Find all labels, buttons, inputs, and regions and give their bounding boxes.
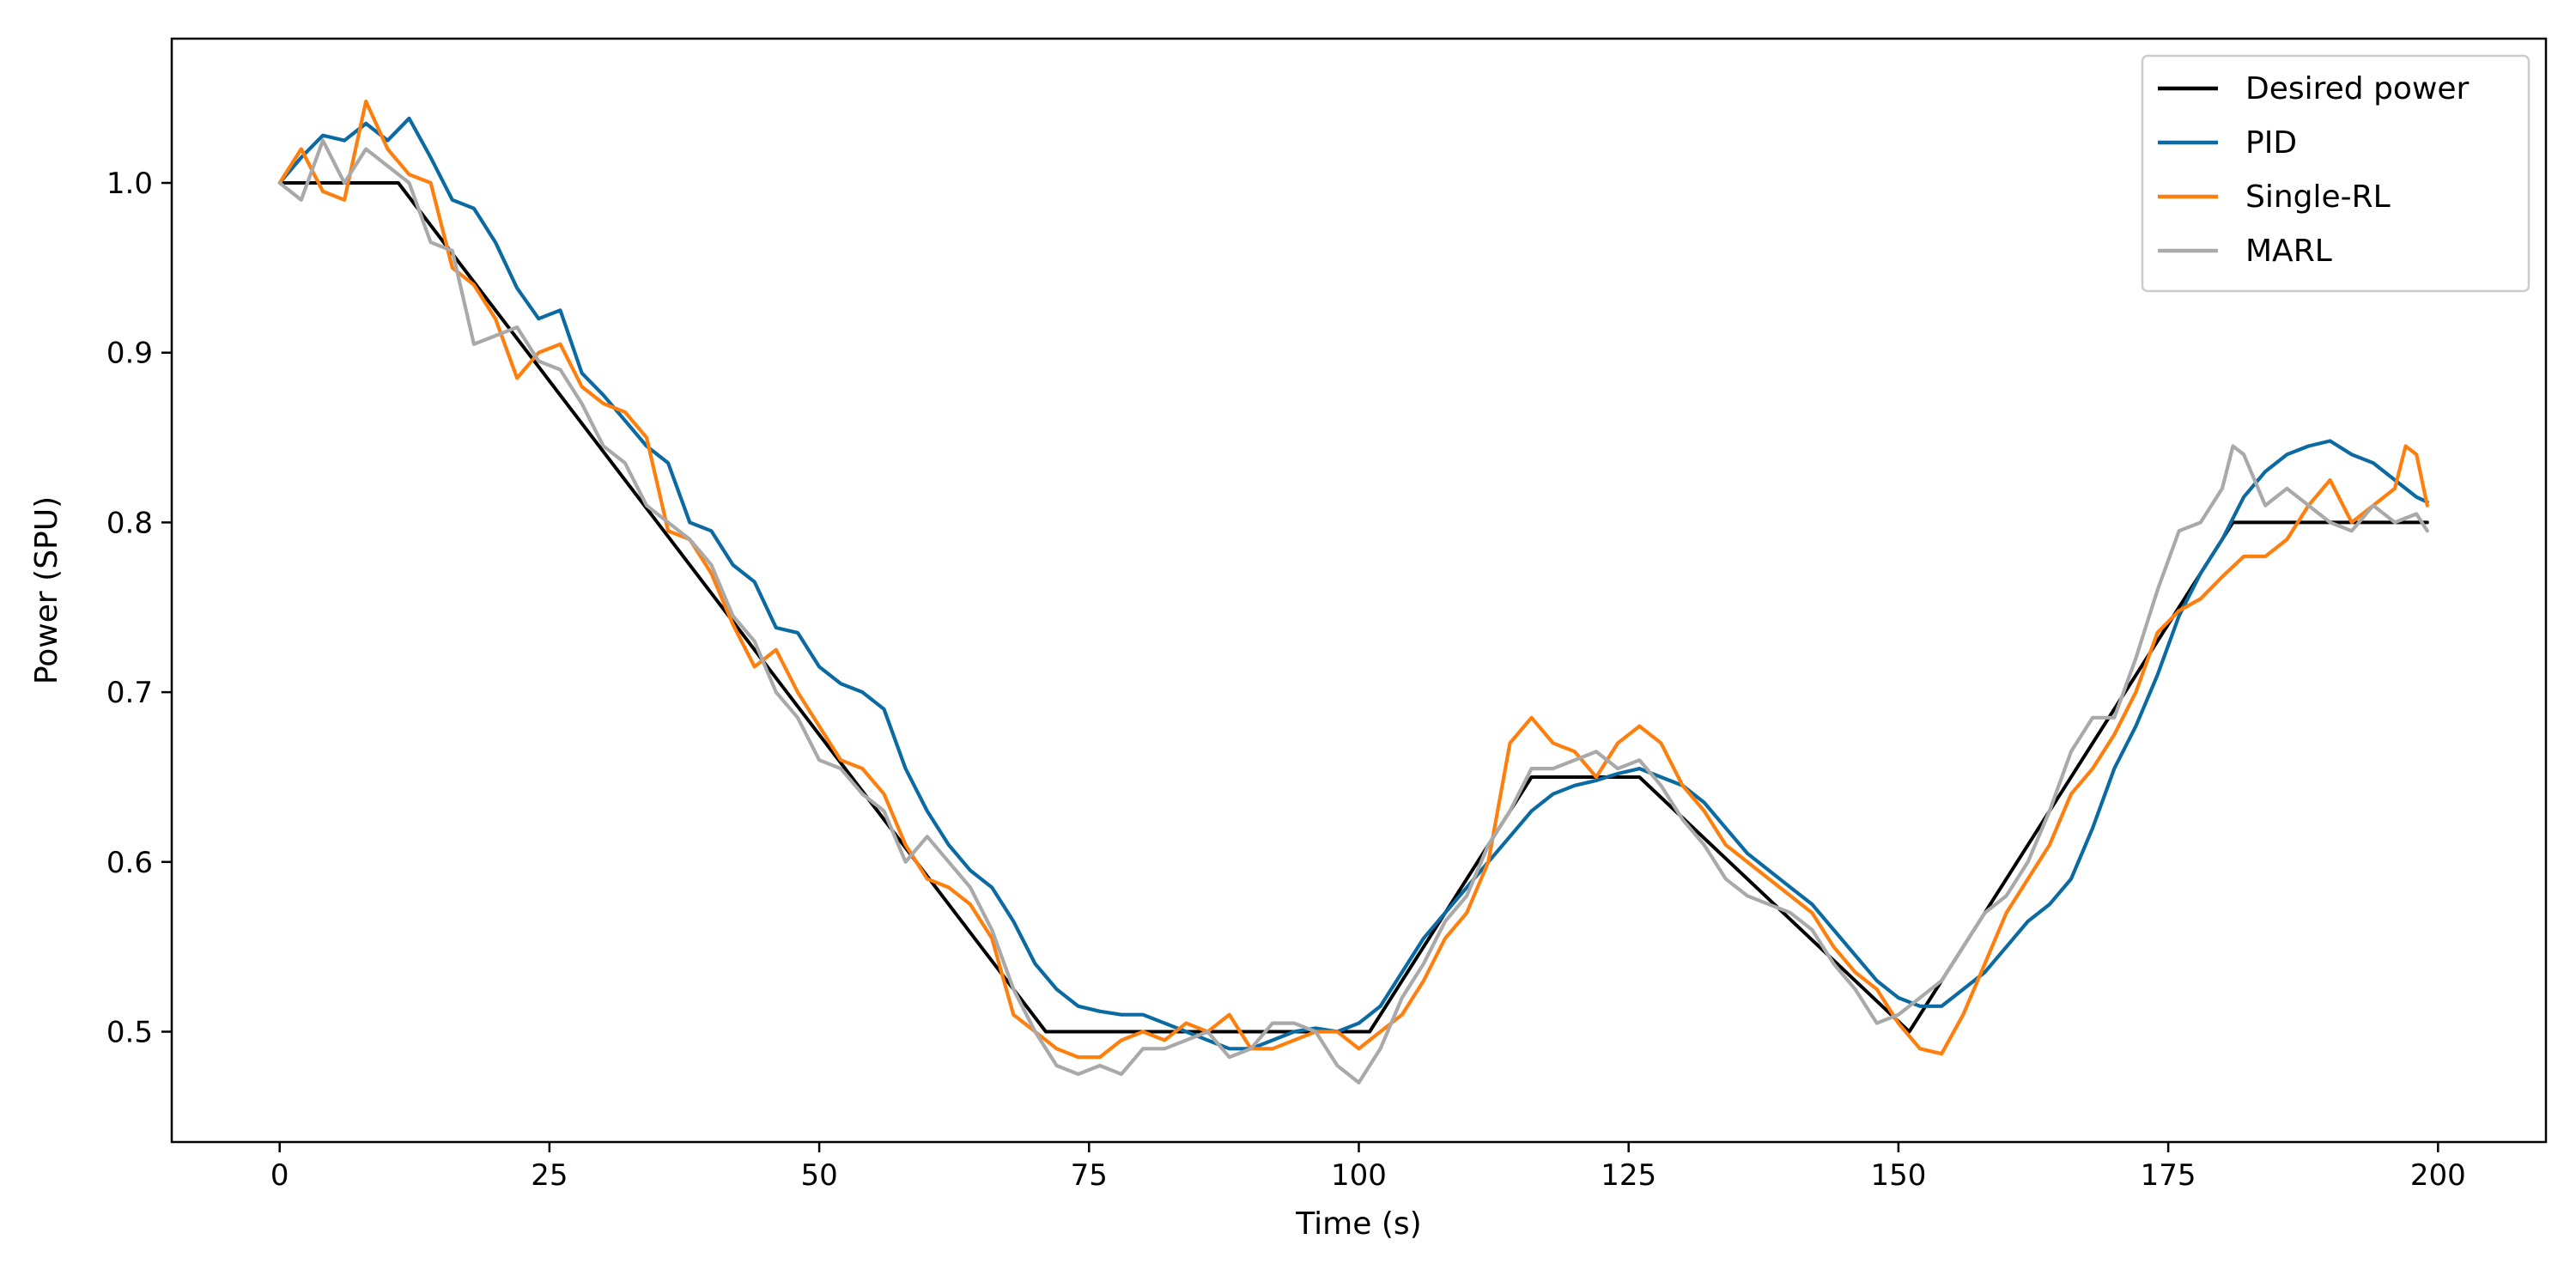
series-line-pid	[277, 116, 2429, 1051]
axis-ticks: 0 25 50 75 100 125 150 175 200 0.5 0.6 0.7 0.8 0.9 1.0	[106, 167, 2466, 1193]
x-tick-label: 200	[2410, 1158, 2466, 1193]
y-tick-label: 0.9	[106, 337, 153, 371]
x-tick-label: 125	[1601, 1158, 1656, 1193]
x-tick-label: 175	[2141, 1158, 2196, 1193]
legend-box	[2141, 54, 2530, 293]
y-axis-label: Power (SPU)	[29, 496, 64, 684]
series-layer	[277, 99, 2429, 1084]
y-tick-label: 0.8	[106, 506, 153, 540]
y-tick-label: 1.0	[106, 167, 153, 201]
series-line-marl	[277, 138, 2429, 1084]
x-tick-label: 0	[270, 1158, 289, 1193]
x-tick-label: 25	[531, 1158, 568, 1193]
x-tick-label: 50	[800, 1158, 837, 1193]
y-tick-label: 0.6	[106, 846, 153, 880]
x-tick-label: 150	[1870, 1158, 1926, 1193]
legend-label-pid: PID	[2245, 125, 2297, 161]
legend: Desired power PID Single-RL MARL	[2141, 54, 2530, 293]
legend-label-desired-power: Desired power	[2245, 71, 2470, 106]
series-line-single-rl	[277, 99, 2429, 1060]
x-tick-label: 75	[1071, 1158, 1108, 1193]
y-tick-label: 0.5	[106, 1016, 153, 1050]
x-axis-label: Time (s)	[1295, 1206, 1421, 1242]
x-tick-label: 100	[1331, 1158, 1387, 1193]
legend-label-single-rl: Single-RL	[2245, 179, 2391, 215]
legend-label-marl: MARL	[2245, 234, 2332, 269]
y-tick-label: 0.7	[106, 676, 153, 710]
